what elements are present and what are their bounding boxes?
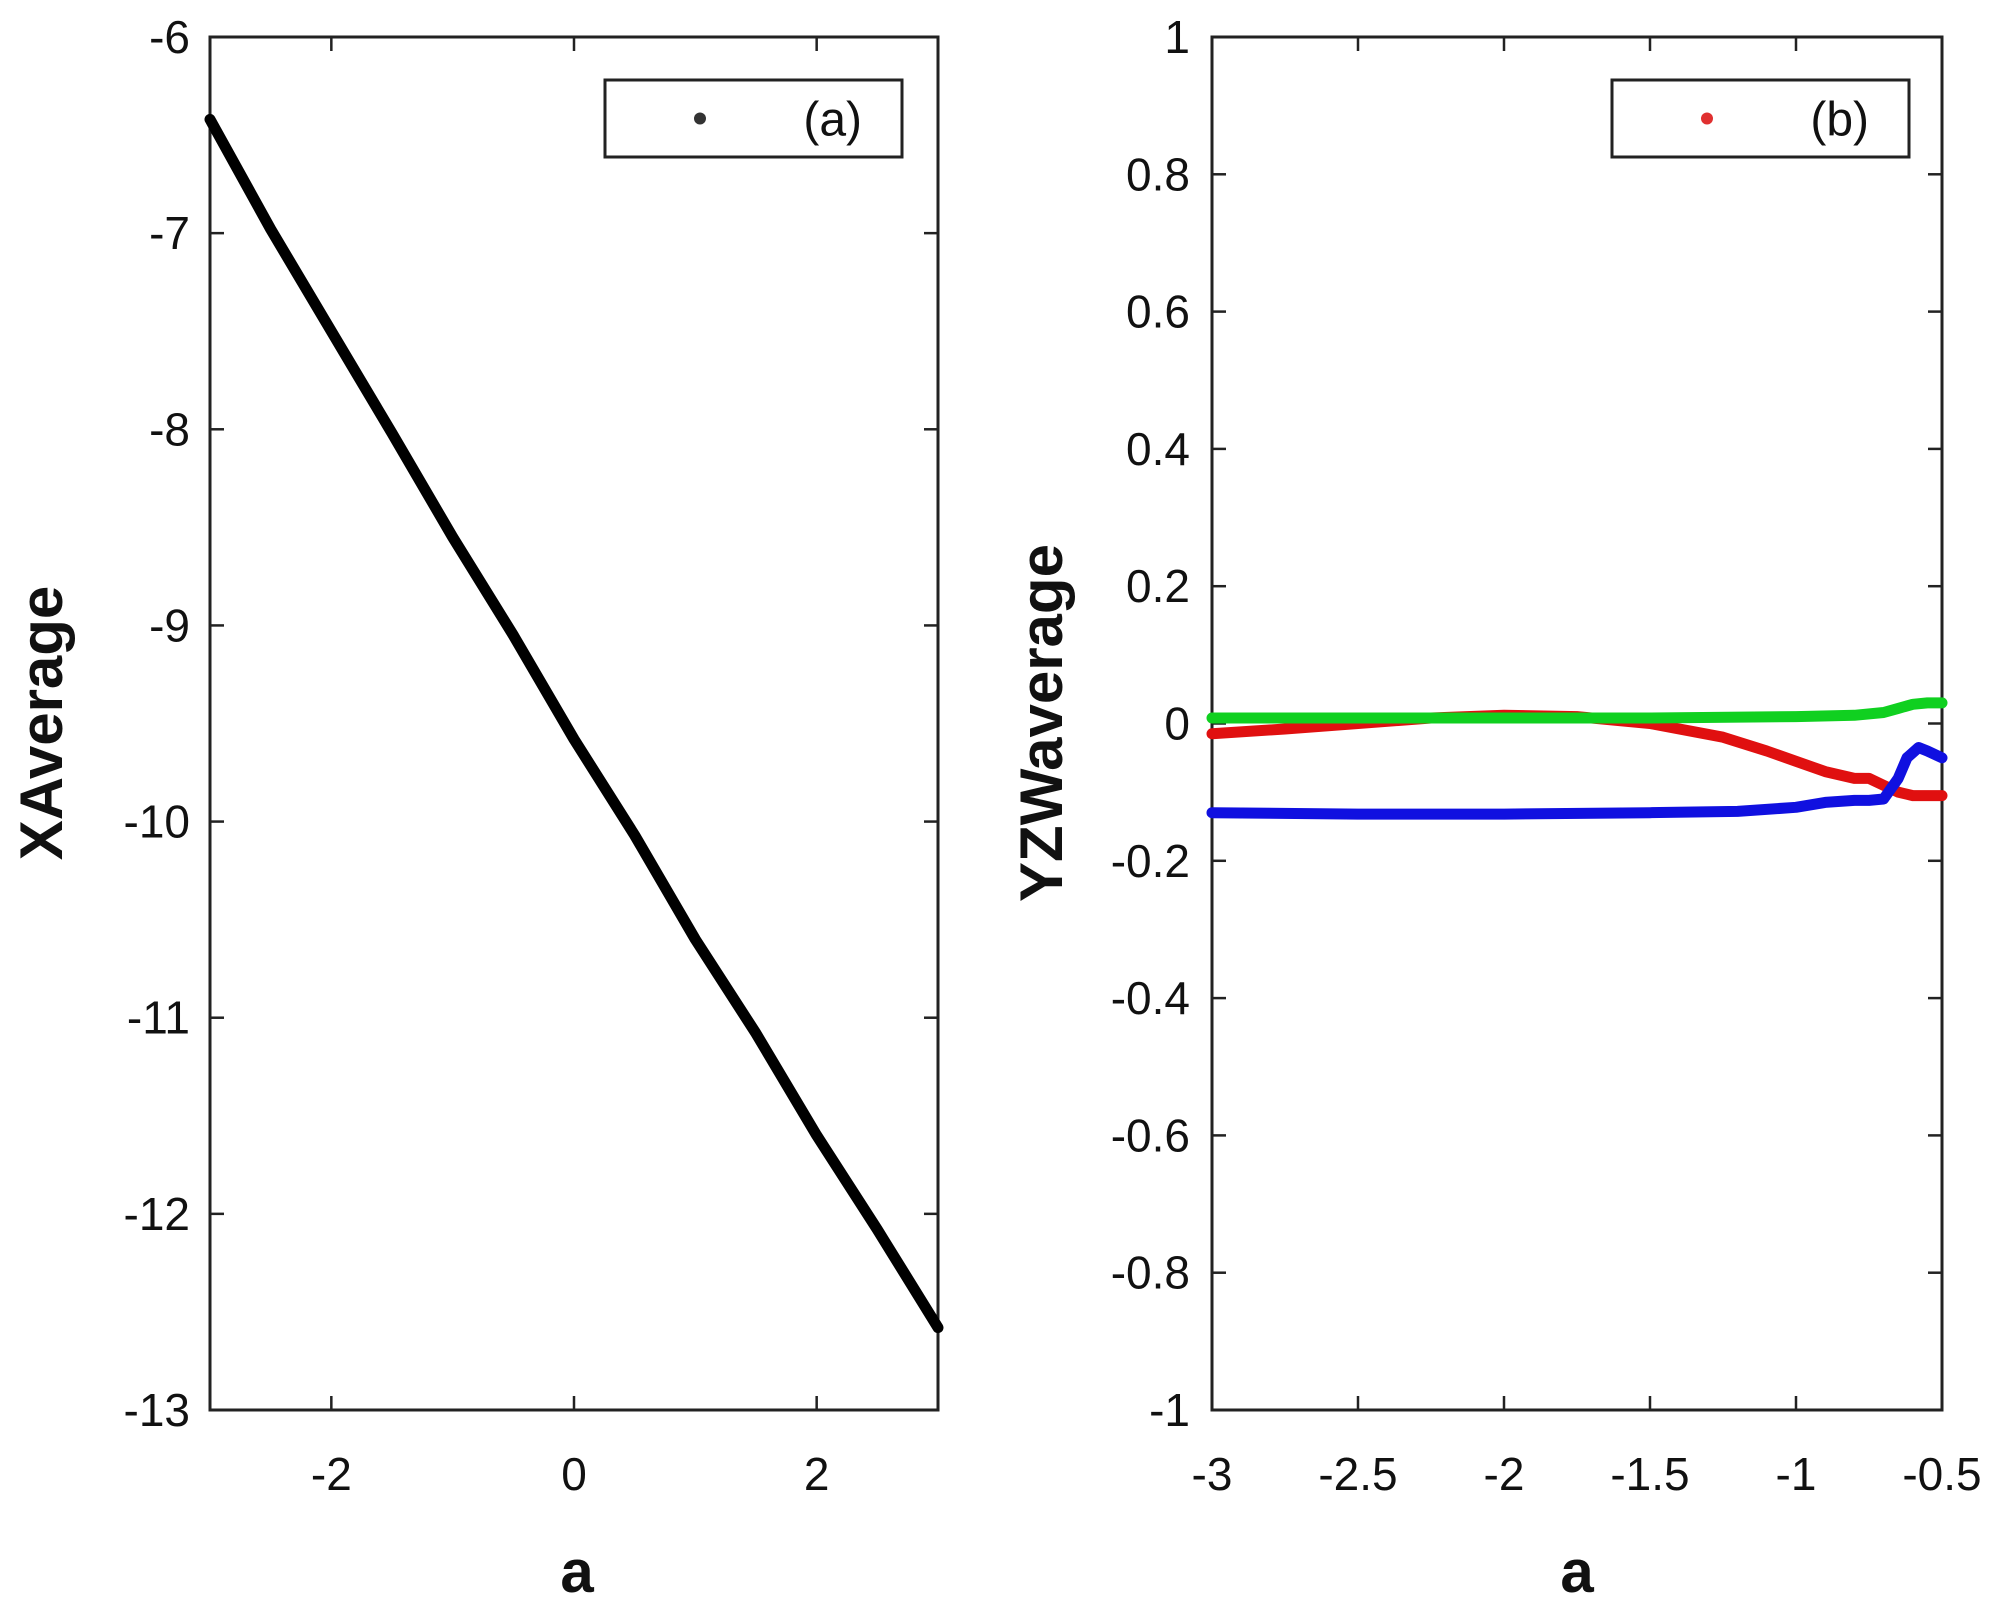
x-tick-label: 2 bbox=[804, 1448, 830, 1500]
panel-left-xaverage: -13 -12 -11 -10 -9 -8 -7 -6 -2 0 2 a XAverage (a) bbox=[8, 11, 944, 1605]
y-tick-label: -0.6 bbox=[1111, 1109, 1190, 1161]
series-line-green bbox=[1206, 697, 1948, 724]
y-tick-label: -13 bbox=[124, 1384, 190, 1436]
y-tick-label: 0.4 bbox=[1126, 423, 1190, 475]
x-axis-label: a bbox=[1560, 1538, 1594, 1605]
y-tick-label: 1 bbox=[1164, 11, 1190, 63]
y-tick-label: -0.4 bbox=[1111, 972, 1190, 1024]
legend-box bbox=[603, 78, 904, 159]
series-line-blue bbox=[1206, 742, 1948, 820]
y-tick-label: -12 bbox=[124, 1188, 190, 1240]
x-tick-label: -2 bbox=[1484, 1448, 1525, 1500]
series-line-xaverage bbox=[204, 113, 944, 1334]
x-tick-label: 0 bbox=[561, 1448, 587, 1500]
y-tick-label: 0.8 bbox=[1126, 148, 1190, 200]
x-tick-label: -1.5 bbox=[1610, 1448, 1689, 1500]
y-tick-label: 0.6 bbox=[1126, 286, 1190, 338]
legend-marker bbox=[1701, 112, 1713, 125]
y-tick-label: -10 bbox=[124, 796, 190, 848]
y-tick-label: 0 bbox=[1164, 698, 1190, 750]
x-axis-label: a bbox=[560, 1538, 594, 1605]
plot-frame bbox=[208, 35, 940, 1412]
x-tick-label: -0.5 bbox=[1902, 1448, 1981, 1500]
legend-label: (b) bbox=[1810, 94, 1869, 147]
y-tick-label: -7 bbox=[149, 207, 190, 259]
y-tick-label: -0.8 bbox=[1111, 1247, 1190, 1299]
y-tick-label: -0.2 bbox=[1111, 835, 1190, 887]
y-axis-label: XAverage bbox=[8, 586, 75, 861]
series-line-red bbox=[1206, 709, 1948, 802]
legend-label: (a) bbox=[803, 94, 862, 147]
y-tick-label: -8 bbox=[149, 403, 190, 455]
y-tick-label: -9 bbox=[149, 599, 190, 651]
legend-marker bbox=[694, 112, 706, 125]
y-tick-label: 0.2 bbox=[1126, 560, 1190, 612]
panel-right-yzwaverage: -1 -0.8 -0.6 -0.4 -0.2 0 0.2 0.4 0.6 0.8 1 -3 -2.5 -2… bbox=[1008, 11, 1982, 1605]
x-tick-label: -2 bbox=[311, 1448, 352, 1500]
y-tick-label: -6 bbox=[149, 11, 190, 63]
y-axis-label: YZWaverage bbox=[1008, 544, 1075, 902]
x-tick-label: -2.5 bbox=[1318, 1448, 1397, 1500]
y-tick-label: -11 bbox=[127, 992, 190, 1044]
y-tick-label: -1 bbox=[1149, 1384, 1190, 1436]
x-tick-label: -3 bbox=[1192, 1448, 1233, 1500]
legend-box bbox=[1610, 78, 1911, 159]
x-tick-label: -1 bbox=[1776, 1448, 1817, 1500]
